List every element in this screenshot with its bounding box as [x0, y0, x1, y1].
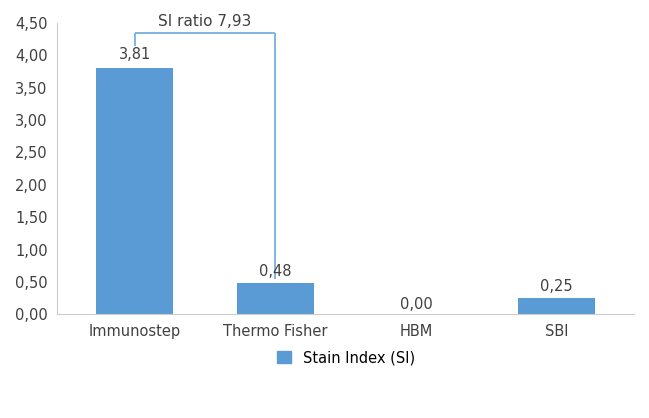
- Bar: [237, 283, 314, 314]
- Legend: Stain Index (SI): Stain Index (SI): [271, 344, 421, 371]
- Bar: [518, 298, 595, 314]
- Text: 3,81: 3,81: [119, 47, 151, 62]
- Text: 0,25: 0,25: [541, 279, 573, 294]
- Text: 0,48: 0,48: [259, 265, 291, 279]
- Text: SI ratio 7,93: SI ratio 7,93: [158, 14, 252, 29]
- Bar: [96, 68, 173, 314]
- Text: 0,00: 0,00: [400, 297, 432, 312]
